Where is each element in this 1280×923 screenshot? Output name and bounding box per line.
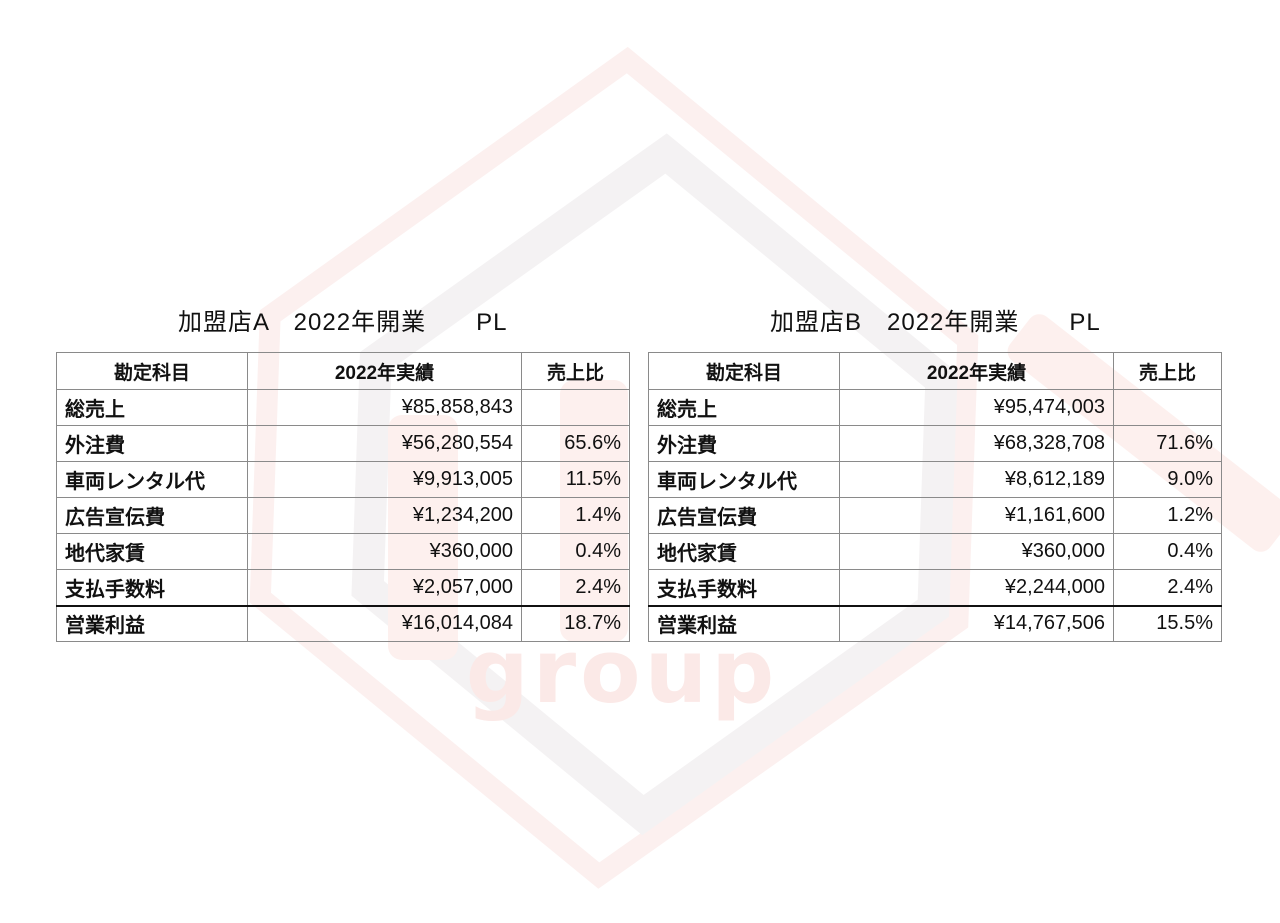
ratio-cell	[521, 389, 630, 426]
column-header-actual: 2022年実績	[839, 352, 1114, 390]
account-label-cell: 車両レンタル代	[648, 461, 840, 498]
account-label-cell: 支払手数料	[56, 569, 248, 606]
table-row: 広告宣伝費 ¥1,234,200 1.4%	[56, 497, 630, 534]
amount-cell: ¥2,057,000	[247, 569, 522, 606]
ratio-cell: 11.5%	[521, 461, 630, 498]
table-row: 広告宣伝費 ¥1,161,600 1.2%	[648, 497, 1222, 534]
amount-cell: ¥68,328,708	[839, 425, 1114, 462]
account-label-cell: 外注費	[648, 425, 840, 462]
table-row: 総売上 ¥85,858,843	[56, 389, 630, 426]
account-label-cell: 外注費	[56, 425, 248, 462]
table-row: 外注費 ¥68,328,708 71.6%	[648, 425, 1222, 462]
pl-section-b: 加盟店B 2022年開業 PL 勘定科目 2022年実績 売上比 総売上 ¥95,…	[648, 306, 1223, 642]
profit-row: 営業利益 ¥14,767,506 15.5%	[648, 604, 1222, 642]
account-label-cell: 支払手数料	[648, 569, 840, 606]
table-row: 地代家賃 ¥360,000 0.4%	[648, 533, 1222, 570]
header-row: 勘定科目 2022年実績 売上比	[648, 352, 1222, 390]
table-row: 地代家賃 ¥360,000 0.4%	[56, 533, 630, 570]
account-label-cell: 車両レンタル代	[56, 461, 248, 498]
ratio-cell: 1.4%	[521, 497, 630, 534]
ratio-cell: 2.4%	[521, 569, 630, 606]
amount-cell: ¥8,612,189	[839, 461, 1114, 498]
amount-cell: ¥1,234,200	[247, 497, 522, 534]
account-label-cell: 総売上	[648, 389, 840, 426]
ratio-cell: 9.0%	[1113, 461, 1222, 498]
account-label-cell: 地代家賃	[648, 533, 840, 570]
pl-table-b: 勘定科目 2022年実績 売上比 総売上 ¥95,474,003 外注費 ¥68,32…	[648, 352, 1222, 642]
amount-cell: ¥95,474,003	[839, 389, 1114, 426]
ratio-cell: 0.4%	[521, 533, 630, 570]
pl-title-b: 加盟店B 2022年開業 PL	[770, 309, 1101, 336]
ratio-cell: 71.6%	[1113, 425, 1222, 462]
amount-cell: ¥360,000	[247, 533, 522, 570]
ratio-cell: 2.4%	[1113, 569, 1222, 606]
pl-title-a: 加盟店A 2022年開業 PL	[178, 309, 508, 336]
amount-cell: ¥14,767,506	[839, 604, 1114, 642]
table-row: 支払手数料 ¥2,244,000 2.4%	[648, 569, 1222, 606]
column-header-actual: 2022年実績	[247, 352, 522, 390]
table-row: 支払手数料 ¥2,057,000 2.4%	[56, 569, 630, 606]
pl-section-a: 加盟店A 2022年開業 PL 勘定科目 2022年実績 売上比 総売上 ¥85,…	[56, 306, 631, 642]
amount-cell: ¥85,858,843	[247, 389, 522, 426]
account-label-cell: 営業利益	[56, 604, 248, 642]
amount-cell: ¥1,161,600	[839, 497, 1114, 534]
column-header-sales-ratio: 売上比	[1113, 352, 1222, 390]
amount-cell: ¥9,913,005	[247, 461, 522, 498]
table-row: 総売上 ¥95,474,003	[648, 389, 1222, 426]
column-header-account: 勘定科目	[56, 352, 248, 390]
amount-cell: ¥16,014,084	[247, 604, 522, 642]
header-row: 勘定科目 2022年実績 売上比	[56, 352, 630, 390]
account-label-cell: 営業利益	[648, 604, 840, 642]
table-row: 車両レンタル代 ¥8,612,189 9.0%	[648, 461, 1222, 498]
ratio-cell: 0.4%	[1113, 533, 1222, 570]
column-header-sales-ratio: 売上比	[521, 352, 630, 390]
column-header-account: 勘定科目	[648, 352, 840, 390]
amount-cell: ¥56,280,554	[247, 425, 522, 462]
amount-cell: ¥360,000	[839, 533, 1114, 570]
table-row: 車両レンタル代 ¥9,913,005 11.5%	[56, 461, 630, 498]
account-label-cell: 総売上	[56, 389, 248, 426]
ratio-cell	[1113, 389, 1222, 426]
ratio-cell: 65.6%	[521, 425, 630, 462]
account-label-cell: 地代家賃	[56, 533, 248, 570]
ratio-cell: 18.7%	[521, 604, 630, 642]
account-label-cell: 広告宣伝費	[648, 497, 840, 534]
table-row: 外注費 ¥56,280,554 65.6%	[56, 425, 630, 462]
amount-cell: ¥2,244,000	[839, 569, 1114, 606]
account-label-cell: 広告宣伝費	[56, 497, 248, 534]
ratio-cell: 15.5%	[1113, 604, 1222, 642]
pl-table-a: 勘定科目 2022年実績 売上比 総売上 ¥85,858,843 外注費 ¥56,28…	[56, 352, 630, 642]
profit-row: 営業利益 ¥16,014,084 18.7%	[56, 604, 630, 642]
ratio-cell: 1.2%	[1113, 497, 1222, 534]
